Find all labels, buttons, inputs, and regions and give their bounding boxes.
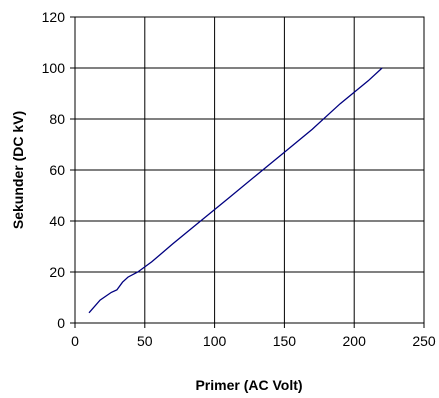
grid-lines bbox=[70, 16, 425, 328]
x-tick-label: 250 bbox=[412, 333, 436, 349]
x-tick-label: 0 bbox=[71, 333, 79, 349]
series-group bbox=[88, 67, 383, 314]
y-tick-label: 60 bbox=[49, 162, 65, 178]
x-tick-label: 150 bbox=[273, 333, 297, 349]
x-tick-label: 200 bbox=[343, 333, 367, 349]
x-axis-title: Primer (AC Volt) bbox=[195, 377, 302, 393]
x-tick-label: 100 bbox=[203, 333, 227, 349]
y-tick-label: 40 bbox=[49, 213, 65, 229]
x-tick-label: 50 bbox=[137, 333, 153, 349]
y-axis-title: Sekunder (DC kV) bbox=[10, 111, 26, 229]
y-tick-label: 0 bbox=[57, 315, 65, 331]
y-tick-labels: 0 20 40 60 80 100 120 bbox=[42, 9, 66, 331]
y-tick-label: 80 bbox=[49, 111, 65, 127]
y-tick-label: 120 bbox=[42, 9, 66, 25]
series-line bbox=[88, 67, 383, 314]
y-tick-label: 100 bbox=[42, 60, 66, 76]
y-tick-label: 20 bbox=[49, 264, 65, 280]
x-tick-labels: 0 50 100 150 200 250 bbox=[71, 333, 436, 349]
